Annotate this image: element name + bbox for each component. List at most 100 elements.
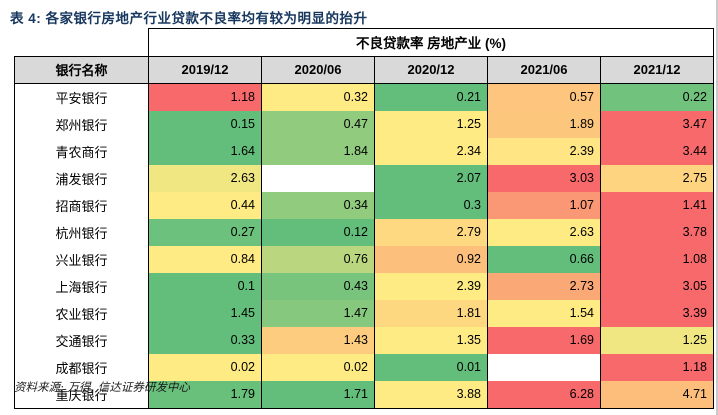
npl-value-cell: 3.05 <box>600 272 714 300</box>
npl-value-cell: 1.08 <box>600 245 714 273</box>
npl-value-cell: 1.41 <box>600 191 714 219</box>
date-header-2020-06: 2020/06 <box>261 55 375 84</box>
npl-value-cell: 0.66 <box>487 245 601 273</box>
npl-value-cell: 2.79 <box>374 218 488 246</box>
table-row: 成都银行 0.02 0.02 0.01 1.18 <box>14 353 714 381</box>
npl-value-cell: 6.28 <box>487 380 601 409</box>
table-row: 上海银行 0.1 0.43 2.39 2.73 3.05 <box>14 272 714 300</box>
npl-value-cell: 2.34 <box>374 137 488 165</box>
npl-value-cell: 1.71 <box>261 380 375 409</box>
table-row: 交通银行 0.33 1.43 1.35 1.69 1.25 <box>14 326 714 354</box>
bank-name-cell: 交通银行 <box>14 326 149 354</box>
bank-name-cell: 平安银行 <box>14 83 149 111</box>
npl-value-cell: 1.25 <box>600 326 714 354</box>
bank-name-cell: 成都银行 <box>14 353 149 381</box>
npl-value-cell <box>261 164 375 192</box>
npl-value-cell: 0.02 <box>148 353 262 381</box>
merged-header-row: 不良贷款率 房地产业 (%) <box>14 28 714 57</box>
date-header-2021-12: 2021/12 <box>600 55 714 84</box>
npl-value-cell: 1.89 <box>487 110 601 138</box>
npl-value-cell: 2.75 <box>600 164 714 192</box>
bank-name-header: 银行名称 <box>14 55 149 84</box>
npl-value-cell: 0.15 <box>148 110 262 138</box>
corner-blank-cell <box>14 28 149 56</box>
npl-value-cell: 0.21 <box>374 83 488 111</box>
npl-value-cell: 0.44 <box>148 191 262 219</box>
npl-value-cell: 1.45 <box>148 299 262 327</box>
table-row: 杭州银行 0.27 0.12 2.79 2.63 3.78 <box>14 218 714 246</box>
npl-value-cell: 0.34 <box>261 191 375 219</box>
npl-value-cell: 1.35 <box>374 326 488 354</box>
npl-value-cell: 1.18 <box>600 353 714 381</box>
table-row: 农业银行 1.45 1.47 1.81 1.54 3.39 <box>14 299 714 327</box>
page-right-edge <box>716 0 718 415</box>
npl-value-cell: 0.47 <box>261 110 375 138</box>
date-header-2020-12: 2020/12 <box>374 55 488 84</box>
table-row: 兴业银行 0.84 0.76 0.92 0.66 1.08 <box>14 245 714 273</box>
table-row: 招商银行 0.44 0.34 0.3 1.07 1.41 <box>14 191 714 219</box>
npl-value-cell: 1.47 <box>261 299 375 327</box>
npl-value-cell: 0.32 <box>261 83 375 111</box>
npl-value-cell: 0.02 <box>261 353 375 381</box>
date-header-2019-12: 2019/12 <box>148 55 262 84</box>
npl-value-cell: 1.84 <box>261 137 375 165</box>
bank-name-cell: 上海银行 <box>14 272 149 300</box>
npl-value-cell: 3.88 <box>374 380 488 409</box>
npl-value-cell: 0.76 <box>261 245 375 273</box>
npl-value-cell: 4.71 <box>600 380 714 409</box>
bank-name-cell: 青农商行 <box>14 137 149 165</box>
npl-value-cell: 2.07 <box>374 164 488 192</box>
npl-value-cell: 0.43 <box>261 272 375 300</box>
npl-heatmap-table: 不良贷款率 房地产业 (%) 银行名称 2019/12 2020/06 2020… <box>14 28 714 409</box>
npl-value-cell: 1.54 <box>487 299 601 327</box>
npl-value-cell: 1.64 <box>148 137 262 165</box>
npl-value-cell: 0.33 <box>148 326 262 354</box>
npl-value-cell: 1.07 <box>487 191 601 219</box>
npl-value-cell: 0.1 <box>148 272 262 300</box>
table-row: 郑州银行 0.15 0.47 1.25 1.89 3.47 <box>14 110 714 138</box>
npl-value-cell: 1.43 <box>261 326 375 354</box>
npl-value-cell: 3.78 <box>600 218 714 246</box>
table-row: 重庆银行 1.79 1.71 3.88 6.28 4.71 <box>14 380 714 409</box>
npl-value-cell: 0.12 <box>261 218 375 246</box>
npl-value-cell: 2.73 <box>487 272 601 300</box>
bank-name-cell: 招商银行 <box>14 191 149 219</box>
npl-value-cell: 2.63 <box>487 218 601 246</box>
npl-value-cell: 1.18 <box>148 83 262 111</box>
npl-value-cell: 1.25 <box>374 110 488 138</box>
npl-value-cell: 3.03 <box>487 164 601 192</box>
source-note: 资料来源: 万得, 信达证券研发中心 <box>14 380 190 394</box>
bank-name-cell: 浦发银行 <box>14 164 149 192</box>
npl-value-cell: 1.69 <box>487 326 601 354</box>
npl-value-cell: 3.44 <box>600 137 714 165</box>
merged-header-cell: 不良贷款率 房地产业 (%) <box>148 28 714 57</box>
npl-value-cell: 1.79 <box>148 380 262 409</box>
npl-value-cell: 0.57 <box>487 83 601 111</box>
npl-value-cell: 3.47 <box>600 110 714 138</box>
npl-value-cell: 2.39 <box>374 272 488 300</box>
npl-value-cell: 1.81 <box>374 299 488 327</box>
bank-name-cell: 兴业银行 <box>14 245 149 273</box>
bank-name-cell: 郑州银行 <box>14 110 149 138</box>
npl-value-cell: 0.84 <box>148 245 262 273</box>
npl-value-cell: 0.3 <box>374 191 488 219</box>
table-row: 青农商行 1.64 1.84 2.34 2.39 3.44 <box>14 137 714 165</box>
npl-value-cell: 2.63 <box>148 164 262 192</box>
npl-value-cell: 0.01 <box>374 353 488 381</box>
npl-value-cell: 0.92 <box>374 245 488 273</box>
npl-value-cell: 3.39 <box>600 299 714 327</box>
npl-value-cell: 0.22 <box>600 83 714 111</box>
bank-name-cell: 重庆银行 <box>14 380 149 409</box>
bank-name-cell: 农业银行 <box>14 299 149 327</box>
npl-value-cell: 2.39 <box>487 137 601 165</box>
date-header-2021-06: 2021/06 <box>487 55 601 84</box>
table-title: 表 4: 各家银行房地产行业贷款不良率均有较为明显的抬升 <box>10 11 368 26</box>
table-row: 平安银行 1.18 0.32 0.21 0.57 0.22 <box>14 83 714 111</box>
npl-value-cell <box>487 353 601 381</box>
column-header-row: 银行名称 2019/12 2020/06 2020/12 2021/06 202… <box>14 55 714 84</box>
table-body: 平安银行 1.18 0.32 0.21 0.57 0.22 郑州银行 0.15 0.47 1.25… <box>14 83 714 409</box>
bank-name-cell: 杭州银行 <box>14 218 149 246</box>
npl-value-cell: 0.27 <box>148 218 262 246</box>
table-row: 浦发银行 2.63 2.07 3.03 2.75 <box>14 164 714 192</box>
